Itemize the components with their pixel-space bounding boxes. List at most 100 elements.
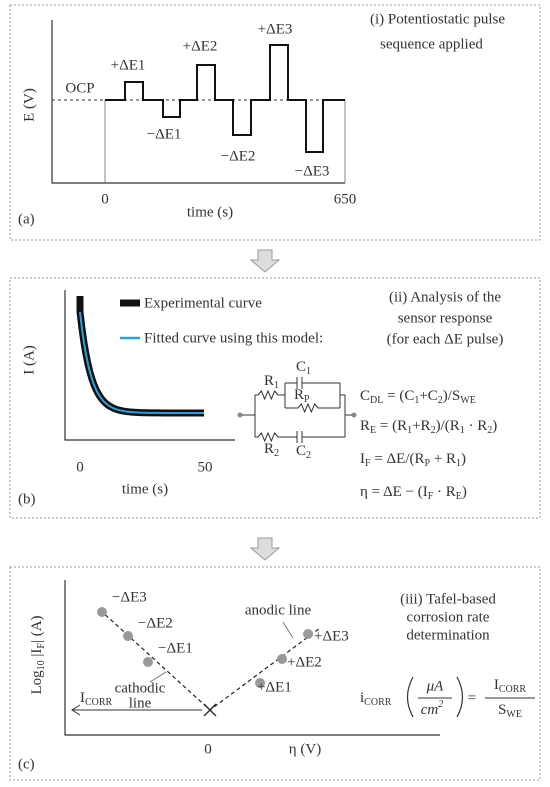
panel-label: (c) [18,756,35,772]
x-axis-label: η (V) [289,741,321,757]
pulse-label: +ΔE2 [183,38,218,54]
data-point [255,678,265,688]
text-part: E [370,425,376,436]
x-tick-label: 0 [204,741,212,757]
text-part: C [296,443,306,459]
equation: μA [426,678,445,694]
caption: (for each ΔE pulse) [387,331,504,347]
data-point [97,607,107,617]
text-part: S [498,702,506,718]
down-arrow [249,249,281,273]
text-part: F [428,491,434,502]
text-part: 2 [274,448,279,459]
equation: = [468,690,476,706]
caption: determination [406,627,490,643]
ocp-label: OCP [65,80,94,96]
text-part: E [456,491,462,502]
text-part: WE [506,709,522,720]
equation: ICORR [494,677,527,695]
text-part: ) [461,451,466,467]
icorr-arrow [71,704,202,716]
equation: RE = (R1+R2)/(R1 · R2) [360,418,497,436]
text-part: ) [462,484,467,500]
leader [282,621,294,639]
axis [51,20,345,184]
text-part: F [36,643,47,649]
point-label: −ΔE1 [158,640,193,656]
text-part: P [304,394,310,405]
text-part: ) [492,418,497,434]
down-arrow [249,537,281,561]
pulse-label: +ΔE1 [111,57,146,73]
point-label: +ΔE3 [314,628,349,644]
text-part: = (R [376,418,407,434]
text-part: 1 [306,366,311,377]
data-point [303,629,313,639]
data-point [123,631,133,641]
text-part: 1 [460,425,465,436]
text-part: +C [419,388,437,404]
text-part: C [360,388,370,404]
text-part: I [80,690,85,706]
circuit-label: C1 [296,359,311,377]
text-part: · R [433,484,456,500]
parenthesis [406,676,464,718]
caption: sequence applied [380,36,483,52]
capacitor [285,377,340,389]
text-part: R [360,418,370,434]
text-part: 2 [487,425,492,436]
wire [255,383,345,408]
terminal [237,412,243,418]
text-part: cm [421,702,439,718]
equation: iCORR [360,690,392,708]
terminal [351,412,357,418]
axis [64,290,235,441]
text-part: 10 [36,660,47,670]
text-part: 1 [274,380,279,391]
circuit-label: RP [294,387,310,405]
text-part: = (C [383,388,414,404]
text-part: CORR [499,684,527,695]
equation: η = ΔE − (IF · RE) [360,484,467,502]
panel-b-frame [9,277,541,519]
text-part: )/(R [436,418,460,434]
pulse-sequence [105,44,345,153]
y-axis-label: E (V) [21,88,37,122]
panel-a-frame [9,4,541,241]
text-part: 1 [414,395,419,406]
caption: (iii) Tafel-based [400,591,496,607]
circuit-label: R1 [264,373,279,391]
resistor [285,402,340,414]
text-part: 1 [456,458,461,469]
text-part: i [360,690,364,706]
point-label: −ΔE3 [112,589,147,605]
text-part: +R [412,418,430,434]
text-part: 1 [407,425,412,436]
point-label: +ΔE1 [257,679,292,695]
text-part: + R [430,451,456,467]
data-point [143,657,153,667]
legend-label: Experimental curve [144,295,262,311]
intersection [203,703,217,717]
text-part: 2 [431,425,436,436]
text-part: C [296,359,306,375]
caption: (ii) Analysis of the [389,289,501,305]
pulse-label: −ΔE3 [295,163,330,179]
icorr-label: ICORR [80,690,113,708]
text-part: WE [460,395,476,406]
leader [149,671,167,683]
point-label: −ΔE2 [138,615,173,631]
panel-label: (a) [18,211,35,227]
text-part: F [365,458,371,469]
text-part: )/S [443,388,461,404]
text-part: η = ΔE − (I [360,484,428,500]
x-axis-label: time (s) [187,204,233,220]
y-axis-label: I (A) [21,345,37,375]
caption: sensor response [398,310,493,326]
equation: cm2 [421,699,444,718]
text-part: 2 [438,395,443,406]
text-part: R [294,387,304,403]
equation: CDL = (C1+C2)/SWE [360,388,476,406]
panel-c-frame [9,566,541,781]
